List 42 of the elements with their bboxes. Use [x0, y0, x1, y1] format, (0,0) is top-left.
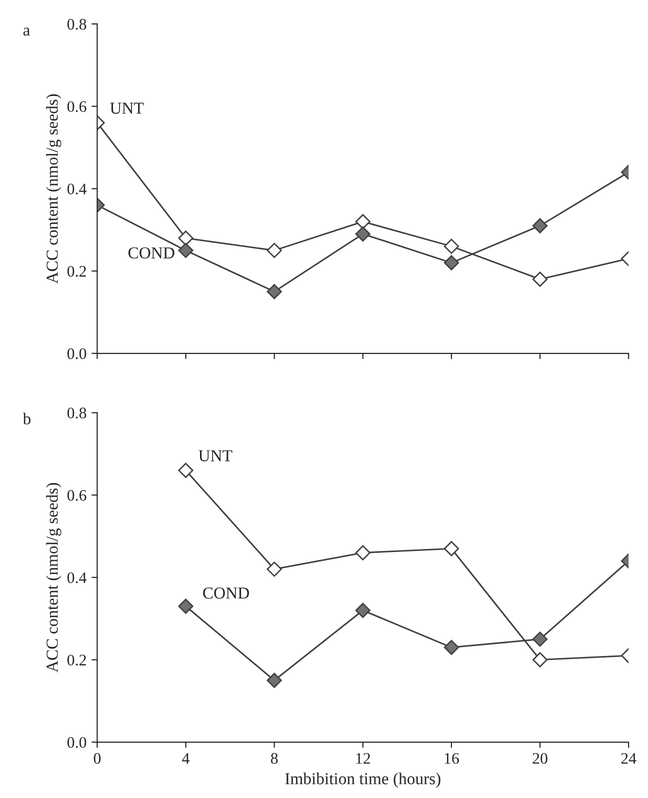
- point: [532, 632, 548, 647]
- y-tick-label: 0.8: [67, 18, 86, 30]
- point: [266, 284, 282, 300]
- point: [444, 541, 460, 556]
- point: [532, 652, 548, 668]
- point: [266, 562, 282, 577]
- x-tick-label: 12: [356, 753, 370, 764]
- point: [444, 238, 460, 254]
- point: [355, 226, 370, 242]
- point: [355, 545, 370, 560]
- x-tick-label: 8: [270, 753, 278, 764]
- point: [355, 602, 370, 618]
- series-label: UNT: [110, 102, 144, 114]
- point: [178, 598, 194, 614]
- point: [444, 255, 460, 270]
- y-tick-label: 0.2: [67, 654, 86, 666]
- text: b: [22, 412, 31, 424]
- y-axis-title: ACC content (nmol/g seeds): [46, 94, 62, 284]
- series-label: COND: [128, 247, 174, 259]
- y-axis-title: ACC content (nmol/g seeds): [46, 483, 62, 672]
- point: [266, 672, 282, 688]
- text: a: [23, 28, 30, 36]
- point: [178, 462, 194, 478]
- x-tick-label: 0: [94, 753, 101, 764]
- y-tick-label: 0.4: [67, 184, 87, 194]
- y-tick-label: 0.0: [67, 737, 86, 748]
- point: [444, 640, 460, 655]
- y-tick-label: 0.0: [67, 348, 86, 360]
- y-tick-label: 0.6: [67, 490, 86, 501]
- point: [266, 242, 282, 258]
- x-tick-label: 20: [532, 753, 548, 764]
- point: [355, 214, 370, 230]
- x-axis-title: Imbibition time (hours): [285, 772, 440, 788]
- y-tick-label: 0.4: [67, 572, 87, 584]
- y-tick-label: 0.2: [67, 266, 86, 277]
- y-tick-label: 0.8: [67, 408, 86, 418]
- x-tick-label: 16: [444, 753, 459, 764]
- y-tick-label: 0.6: [67, 101, 86, 112]
- series-label: UNT: [198, 450, 232, 462]
- x-tick-label: 4: [182, 753, 190, 764]
- series-label: COND: [203, 587, 249, 599]
- x-tick-label: 24: [621, 753, 636, 764]
